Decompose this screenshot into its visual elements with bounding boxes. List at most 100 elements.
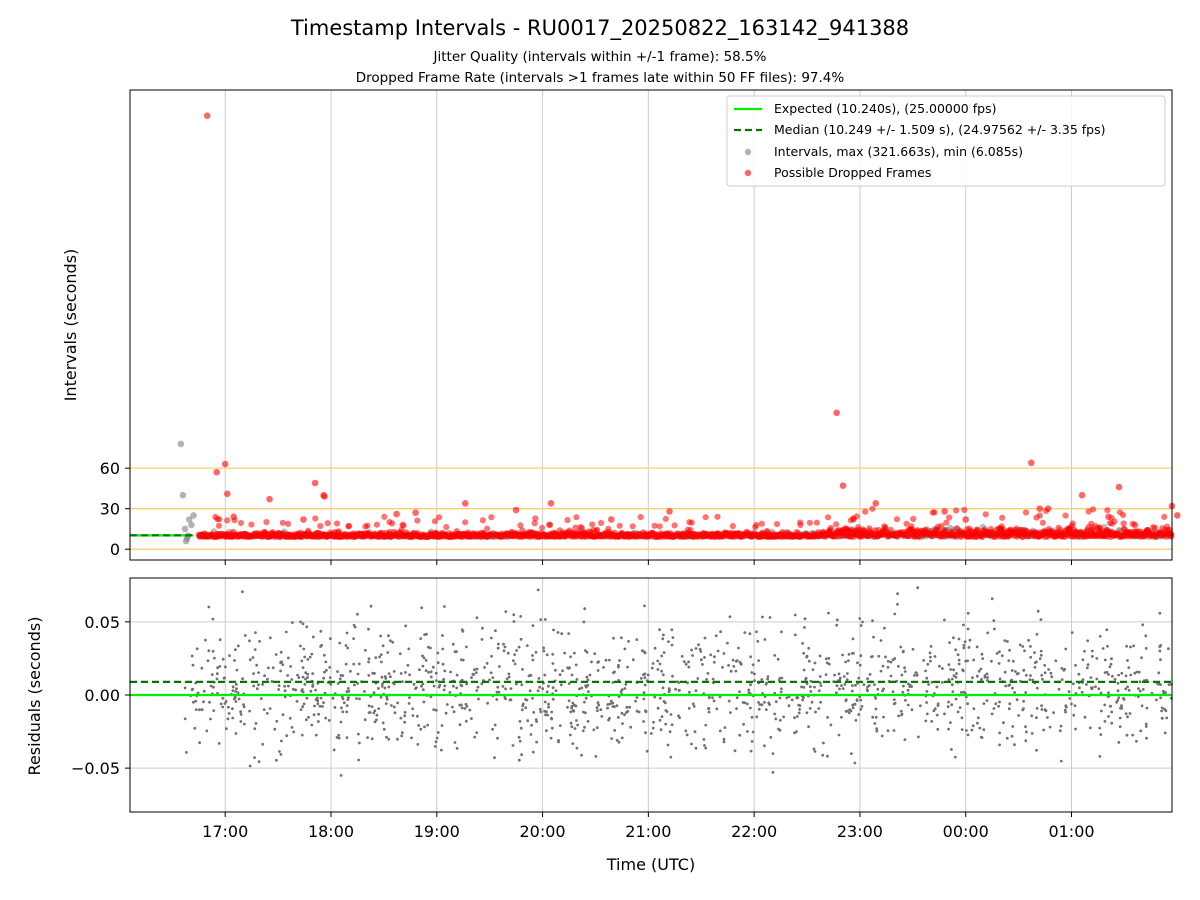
residual-point [1010, 669, 1014, 672]
residual-point [295, 700, 299, 703]
residual-point [779, 690, 783, 694]
residual-point [262, 708, 266, 711]
residual-point [434, 708, 438, 712]
residual-point [776, 657, 780, 661]
residual-point [712, 660, 716, 664]
residual-point [1018, 643, 1022, 647]
residual-point [493, 756, 496, 760]
residual-point [319, 629, 323, 633]
residual-point [193, 726, 197, 730]
residual-point [352, 637, 355, 640]
residual-point [899, 709, 903, 713]
dropped-frame-point [893, 516, 901, 523]
x-tick-label: 01:00 [1048, 822, 1094, 841]
residual-point [525, 644, 529, 647]
residual-point [1125, 644, 1128, 648]
residual-point [355, 697, 358, 700]
residual-point [915, 671, 918, 675]
residual-point [301, 622, 305, 626]
residual-point [192, 700, 195, 704]
residual-point [234, 700, 238, 703]
residual-point [1122, 697, 1125, 700]
residual-point [444, 711, 448, 715]
residual-point [884, 655, 887, 659]
residual-point [373, 720, 377, 724]
residual-point [943, 712, 946, 716]
residual-point [434, 671, 438, 675]
residual-point [195, 647, 199, 651]
residual-point [599, 708, 603, 711]
residual-point [1163, 731, 1167, 735]
dropped-frame-point [364, 522, 371, 529]
residual-point [590, 660, 593, 664]
residual-point [990, 712, 994, 716]
residual-point [261, 742, 265, 746]
residual-point [1113, 677, 1117, 681]
residual-point [222, 676, 226, 680]
residual-point [308, 655, 312, 659]
legend-dropped-swatch [744, 169, 752, 177]
residual-point [239, 713, 243, 716]
dropped-frame-point [263, 519, 270, 526]
residual-point [883, 626, 886, 630]
residual-point [257, 760, 261, 764]
residuals-panel: 0.05 0.00 −0.05 Residuals (seconds) [25, 577, 1173, 813]
residual-point [543, 673, 547, 677]
residual-point [1133, 671, 1137, 675]
residual-point [612, 671, 615, 675]
residual-point [757, 659, 760, 662]
residual-point [1107, 715, 1110, 718]
residual-point [865, 688, 869, 691]
residual-point [1030, 714, 1034, 718]
residual-point [304, 718, 308, 722]
residual-point [667, 690, 671, 694]
residual-point [982, 702, 986, 705]
residual-point [1159, 658, 1162, 662]
residual-point [857, 676, 861, 680]
residual-point [311, 635, 315, 639]
residual-point [975, 674, 979, 678]
residual-point [712, 699, 716, 703]
residual-point [891, 658, 895, 662]
residual-point [886, 665, 890, 669]
residual-point [323, 653, 326, 657]
residual-point [498, 665, 501, 668]
residual-point [645, 749, 649, 753]
residual-point [1058, 729, 1062, 733]
residual-point [289, 665, 292, 668]
residual-point [767, 701, 771, 705]
residual-point [780, 676, 784, 680]
residual-point [750, 671, 754, 674]
residual-point [519, 637, 523, 641]
residual-point [387, 685, 391, 689]
residual-point [266, 677, 269, 681]
residual-point [771, 752, 775, 755]
residual-point [1098, 634, 1102, 638]
residual-point [224, 700, 228, 703]
dropped-frame-point [825, 514, 832, 521]
residual-point [445, 703, 449, 706]
residual-point [363, 690, 366, 693]
residual-point [711, 677, 715, 681]
dropped-frame-point [572, 524, 579, 531]
dropped-frame-point [1033, 514, 1040, 521]
residual-point [198, 741, 202, 745]
residual-point [552, 628, 555, 632]
residual-point [1164, 709, 1168, 713]
residual-point [917, 735, 920, 739]
residual-point [1125, 733, 1129, 737]
residual-point [1126, 685, 1129, 689]
residual-point [1005, 736, 1009, 740]
dropped-frame-point [573, 514, 580, 521]
residual-point [997, 662, 1001, 665]
residual-point [322, 701, 325, 704]
residual-point [279, 669, 282, 673]
residual-point [1039, 618, 1043, 621]
residual-point [392, 670, 396, 673]
residual-point [755, 715, 759, 719]
residual-point [301, 690, 305, 694]
residual-point [436, 651, 440, 655]
residual-point [656, 706, 660, 710]
residual-point [378, 655, 381, 659]
